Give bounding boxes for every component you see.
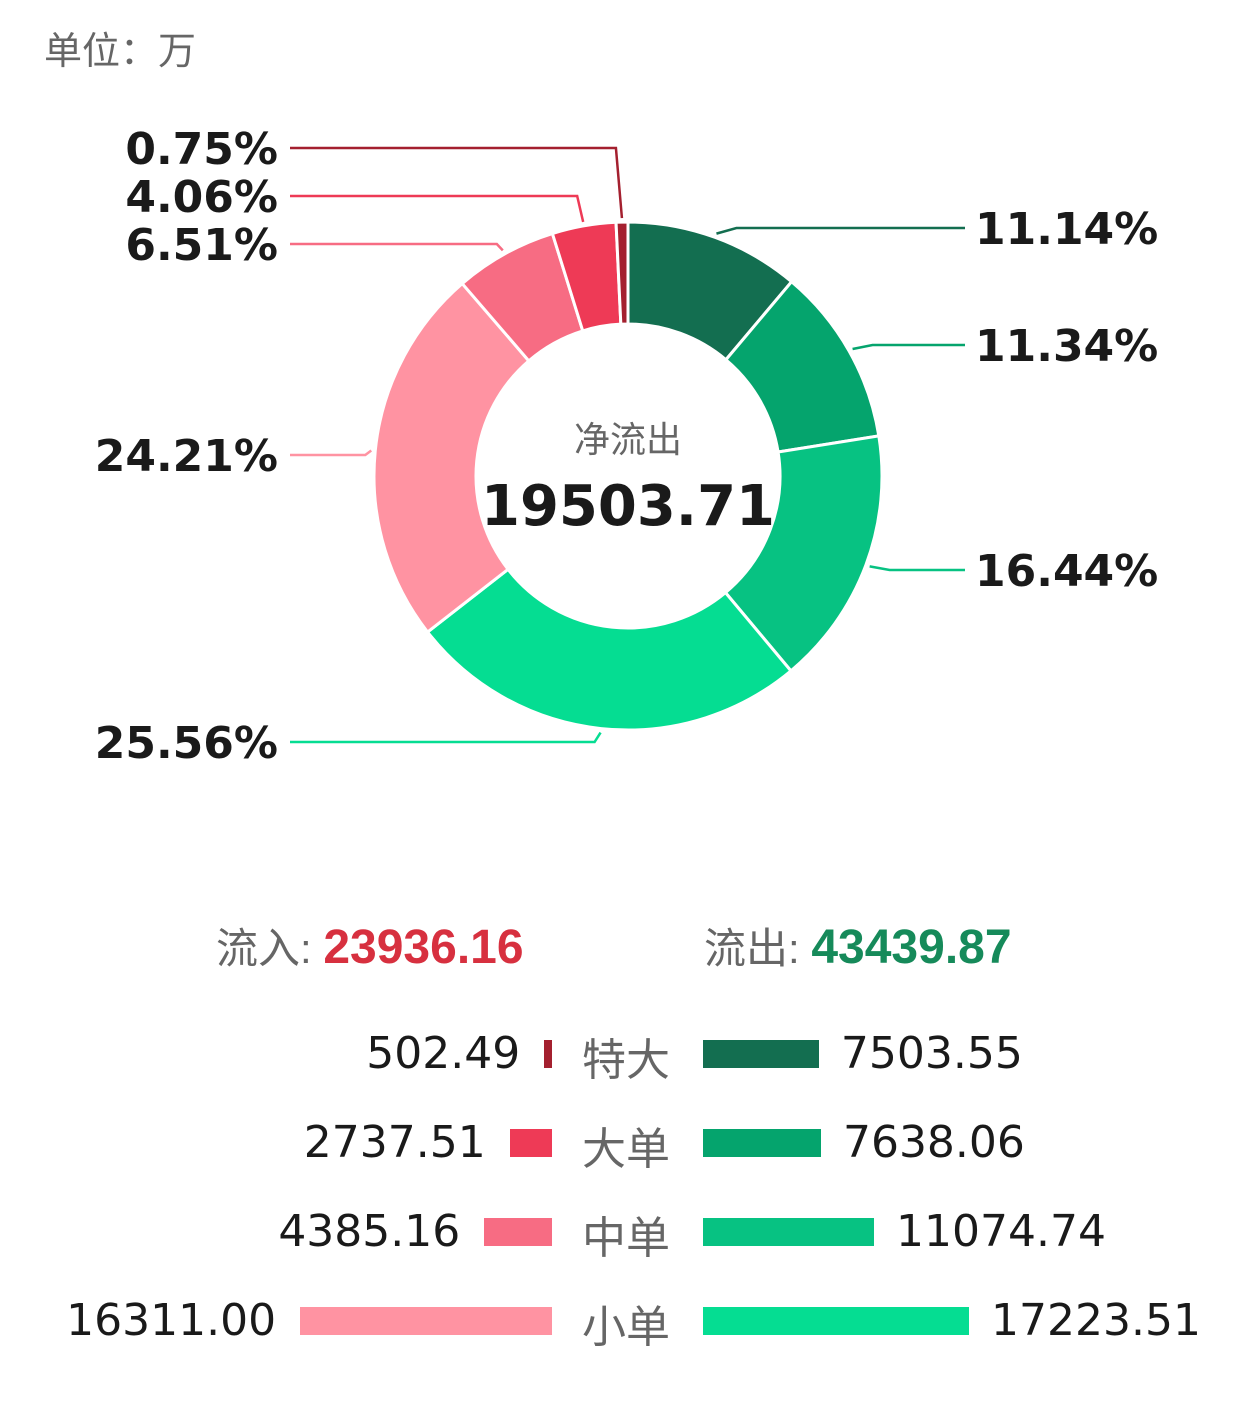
- category-label: 特大: [582, 1036, 670, 1085]
- category-label: 中单: [582, 1214, 670, 1263]
- leader-line: [290, 449, 373, 457]
- donut-slice: [425, 567, 794, 732]
- outflow-total-value: 43439.87: [811, 921, 1012, 974]
- leader-line: [852, 343, 965, 351]
- leader-line: [290, 242, 504, 252]
- percent-label: 11.14%: [975, 204, 1158, 255]
- inflow-bar: [509, 1129, 552, 1157]
- donut-slice: [372, 281, 531, 635]
- inflow-total-label: 流入:: [216, 925, 312, 972]
- percent-label: 4.06%: [125, 172, 278, 223]
- percent-label: 0.75%: [125, 124, 278, 175]
- flow-row: 16311.00 小单 17223.51: [0, 1277, 1256, 1367]
- inflow-value: 502.49: [366, 1028, 521, 1079]
- outflow-total: 流出: 43439.87: [704, 915, 1012, 976]
- outflow-value: 11074.74: [896, 1206, 1106, 1257]
- category-label: 大单: [582, 1125, 670, 1174]
- inflow-bar: [544, 1040, 552, 1068]
- leader-line: [290, 194, 585, 223]
- outflow-total-label: 流出:: [704, 925, 800, 972]
- outflow-bar: [703, 1307, 969, 1335]
- inflow-total-value: 23936.16: [323, 921, 524, 974]
- leader-line: [290, 731, 602, 744]
- inflow-bar: [300, 1307, 552, 1335]
- outflow-value: 17223.51: [991, 1295, 1201, 1346]
- inflow-value: 16311.00: [66, 1295, 277, 1346]
- totals-row: 流入: 23936.16 流出: 43439.87: [0, 915, 1256, 985]
- flow-row: 502.49 特大 7503.55: [0, 1010, 1256, 1100]
- flow-row: 2737.51 大单 7638.06: [0, 1099, 1256, 1189]
- outflow-value: 7638.06: [842, 1117, 1025, 1168]
- unit-label: 单位：万: [44, 31, 197, 73]
- outflow-bar: [703, 1218, 875, 1246]
- percent-label: 25.56%: [95, 718, 278, 769]
- flow-row: 4385.16 中单 11074.74: [0, 1188, 1256, 1278]
- percent-label: 11.34%: [975, 321, 1158, 372]
- center-value: 19503.71: [481, 474, 775, 539]
- inflow-bar: [484, 1218, 552, 1246]
- outflow-bar: [703, 1040, 819, 1068]
- inflow-value: 4385.16: [278, 1206, 461, 1257]
- donut-slice: [614, 220, 630, 326]
- category-label: 小单: [582, 1303, 670, 1352]
- percent-labels: 11.14% 11.34% 16.44% 25.56% 24.21% 6.51%4.06%…: [95, 124, 1159, 769]
- leader-lines: [290, 146, 965, 744]
- percent-label: 6.51%: [125, 220, 278, 271]
- donut-chart: 11.14% 11.34% 16.44% 25.56% 24.21% 6.51%4.06%…: [95, 124, 1159, 769]
- donut-slices: [372, 220, 884, 732]
- outflow-bar: [703, 1129, 821, 1157]
- inflow-total: 流入: 23936.16: [216, 915, 524, 976]
- percent-label: 16.44%: [975, 546, 1158, 597]
- leader-line: [716, 226, 965, 235]
- inflow-value: 2737.51: [303, 1117, 486, 1168]
- percent-label: 24.21%: [95, 431, 278, 482]
- center-title: 净流出: [574, 420, 682, 461]
- leader-line: [869, 565, 965, 572]
- outflow-value: 7503.55: [840, 1028, 1023, 1079]
- leader-line: [290, 146, 624, 219]
